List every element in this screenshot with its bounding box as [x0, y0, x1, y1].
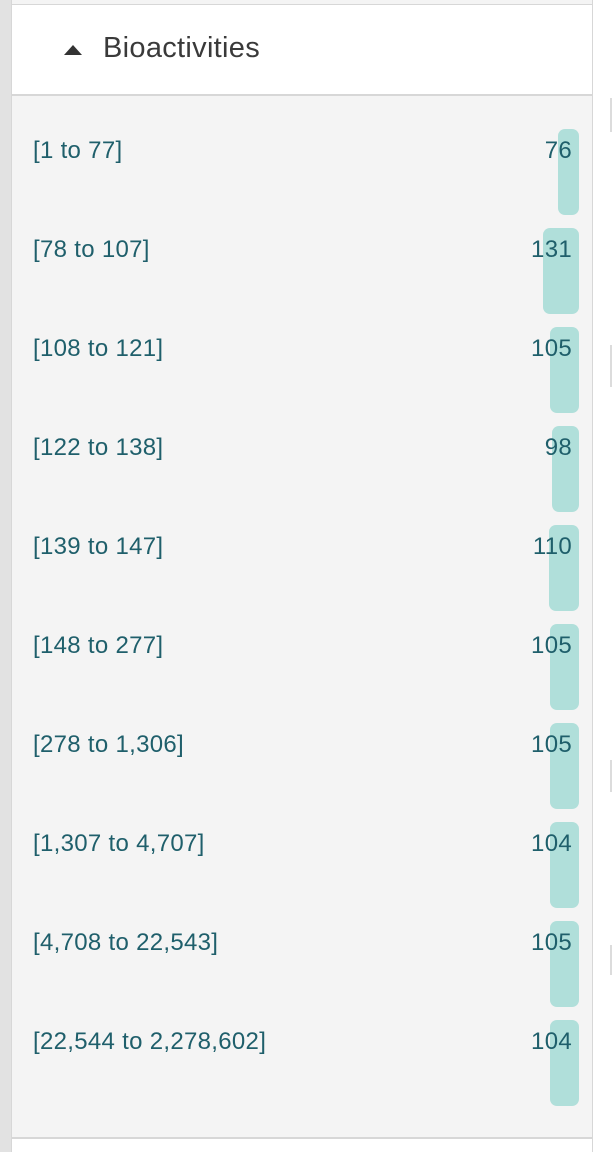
bucket-count-bar	[549, 525, 579, 611]
bucket-label[interactable]: [108 to 121]	[33, 335, 164, 362]
facet-bucket[interactable]: [1,307 to 4,707] 104	[12, 792, 592, 908]
left-gutter	[0, 0, 11, 1152]
bucket-count-bar	[558, 129, 579, 215]
bucket-count: 105	[531, 731, 572, 758]
bucket-count-bar	[550, 921, 579, 1007]
panel-bottom-border	[12, 1137, 592, 1139]
bucket-count: 76	[544, 137, 572, 164]
bucket-count: 110	[532, 533, 572, 560]
bucket-count: 98	[544, 434, 572, 461]
panel-top-border	[12, 4, 592, 5]
bucket-count-bar	[543, 228, 579, 314]
caret-up-icon	[64, 45, 82, 55]
bucket-label[interactable]: [122 to 138]	[33, 434, 164, 461]
bucket-label[interactable]: [22,544 to 2,278,602]	[33, 1028, 267, 1055]
facet-bucket[interactable]: [278 to 1,306] 105	[12, 693, 592, 809]
facet-bucket[interactable]: [1 to 77] 76	[12, 99, 592, 215]
right-edge-divider	[610, 345, 612, 387]
facet-bucket[interactable]: [122 to 138] 98	[12, 396, 592, 512]
facet-header-toggle[interactable]: Bioactivities	[12, 5, 592, 96]
bucket-count: 104	[531, 1028, 572, 1055]
facet-bucket[interactable]: [22,544 to 2,278,602] 104	[12, 990, 592, 1106]
bucket-count: 104	[531, 830, 572, 857]
bucket-count-bar	[552, 426, 579, 512]
panel-bottom-area	[12, 1139, 592, 1152]
facet-bucket[interactable]: [139 to 147] 110	[12, 495, 592, 611]
bioactivities-facet-panel: Bioactivities [1 to 77] 76 [78 to 107] 131[…	[11, 0, 593, 1152]
bucket-label[interactable]: [139 to 147]	[33, 533, 164, 560]
bucket-count-bar	[550, 624, 579, 710]
bucket-count-bar	[550, 723, 579, 809]
bucket-count: 105	[531, 335, 572, 362]
facet-bucket[interactable]: [148 to 277] 105	[12, 594, 592, 710]
right-edge-divider	[610, 760, 612, 792]
bucket-label[interactable]: [78 to 107]	[33, 236, 150, 263]
bucket-label[interactable]: [1 to 77]	[33, 137, 123, 164]
bucket-count: 105	[531, 929, 572, 956]
bucket-count-bar	[550, 1020, 579, 1106]
right-edge	[594, 0, 612, 1152]
facet-bucket[interactable]: [108 to 121] 105	[12, 297, 592, 413]
bucket-label[interactable]: [278 to 1,306]	[33, 731, 184, 758]
bucket-label[interactable]: [1,307 to 4,707]	[33, 830, 205, 857]
bucket-count: 131	[531, 236, 572, 263]
right-edge-divider	[610, 945, 612, 975]
bucket-count-bar	[550, 327, 579, 413]
facet-title: Bioactivities	[103, 32, 261, 64]
bucket-count: 105	[531, 632, 572, 659]
facet-bucket[interactable]: [4,708 to 22,543] 105	[12, 891, 592, 1007]
facet-bucket[interactable]: [78 to 107] 131	[12, 198, 592, 314]
right-edge-divider	[610, 98, 612, 132]
bucket-label[interactable]: [4,708 to 22,543]	[33, 929, 219, 956]
bucket-count-bar	[550, 822, 579, 908]
bucket-label[interactable]: [148 to 277]	[33, 632, 164, 659]
